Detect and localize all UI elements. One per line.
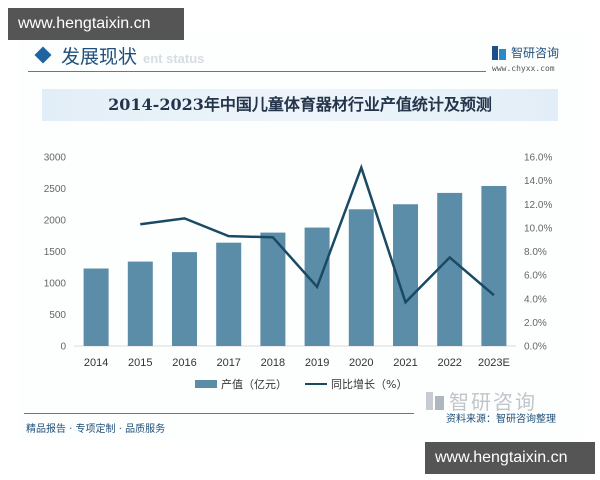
y-right-tick-label: 10.0% (524, 223, 552, 234)
bar (481, 185, 507, 346)
bar (216, 242, 242, 346)
y-left-tick-label: 3000 (44, 153, 67, 164)
legend-bar-swatch (195, 380, 217, 388)
y-axis-left: 0 500 1000 1500 2000 2500 3000 (44, 153, 67, 353)
bar (172, 252, 197, 346)
bar (83, 268, 109, 346)
y-right-tick-label: 4.0% (524, 294, 547, 305)
x-axis-labels: 2014 2015 2016 2017 2018 2019 2020 2021 2022 2023… (84, 357, 510, 369)
x-tick-label: 2019 (305, 357, 329, 369)
brand-logo-block: 智研咨询 www.chyxx.com (492, 44, 559, 73)
y-left-tick-label: 2000 (44, 216, 67, 227)
x-tick-label: 2015 (128, 357, 152, 369)
footer-brand-watermark: 智研咨询 (426, 386, 537, 415)
watermark-badge-top: www.hengtaixin.cn (8, 8, 184, 40)
footer-source: 资料来源：智研咨询整理 (446, 414, 556, 425)
y-right-tick-label: 0.0% (524, 342, 547, 353)
y-left-tick-label: 500 (49, 310, 66, 321)
chart-title: 2014-2023年中国儿童体育器材行业产值统计及预测 (108, 95, 492, 114)
chart-title-band: 2014-2023年中国儿童体育器材行业产值统计及预测 (42, 89, 558, 121)
section-subtitle-en: ent status (143, 50, 205, 66)
footer-divider (24, 413, 414, 414)
x-tick-label: 2023E (478, 357, 510, 369)
brand-url: www.chyxx.com (492, 64, 555, 73)
legend-bar-label: 产值（亿元） (221, 378, 287, 391)
growth-line (140, 163, 495, 305)
y-right-tick-label: 6.0% (524, 271, 547, 282)
y-right-tick-label: 12.0% (524, 200, 552, 211)
x-tick-label: 2022 (437, 357, 461, 369)
x-tick-label: 2021 (393, 357, 417, 369)
x-tick-label: 2016 (172, 357, 196, 369)
chyxx-logo-icon (492, 45, 506, 60)
brand-name: 智研咨询 (511, 46, 560, 60)
watermark-badge-bottom: www.hengtaixin.cn (425, 442, 595, 474)
y-right-tick-label: 2.0% (524, 318, 547, 329)
y-left-tick-label: 1500 (44, 247, 67, 258)
x-tick-label: 2018 (261, 357, 285, 369)
y-left-tick-label: 0 (60, 342, 66, 353)
y-right-tick-label: 8.0% (524, 247, 547, 258)
y-right-tick-label: 14.0% (524, 176, 552, 187)
bar (260, 232, 286, 346)
footer-brand-name: 智研咨询 (449, 390, 537, 414)
y-right-tick-label: 16.0% (524, 153, 552, 164)
x-tick-label: 2017 (216, 357, 240, 369)
x-tick-label: 2020 (349, 357, 373, 369)
section-title: 发展现状 (61, 45, 138, 68)
header-divider (28, 71, 486, 72)
legend-line-label: 同比增长（%） (331, 378, 408, 391)
legend-line-swatch (305, 383, 327, 385)
y-left-tick-label: 2500 (44, 184, 67, 195)
line-series (140, 163, 495, 305)
y-left-tick-label: 1000 (44, 279, 67, 290)
bar-series (83, 185, 507, 346)
section-header: 发展现状 ent status (33, 42, 204, 68)
x-tick-label: 2014 (84, 357, 108, 369)
y-axis-right: 0.0% 2.0% 4.0% 6.0% 8.0% 10.0% 12.0% 14.0% 16.0% (524, 153, 552, 353)
bar (437, 192, 463, 346)
bar (348, 209, 374, 346)
chart-legend: 产值（亿元） 同比增长（%） (195, 376, 407, 392)
chyxx-logo-icon (426, 391, 444, 410)
bar (127, 261, 153, 346)
footer-tagline: 精品报告 · 专项定制 · 品质服务 (26, 424, 166, 435)
